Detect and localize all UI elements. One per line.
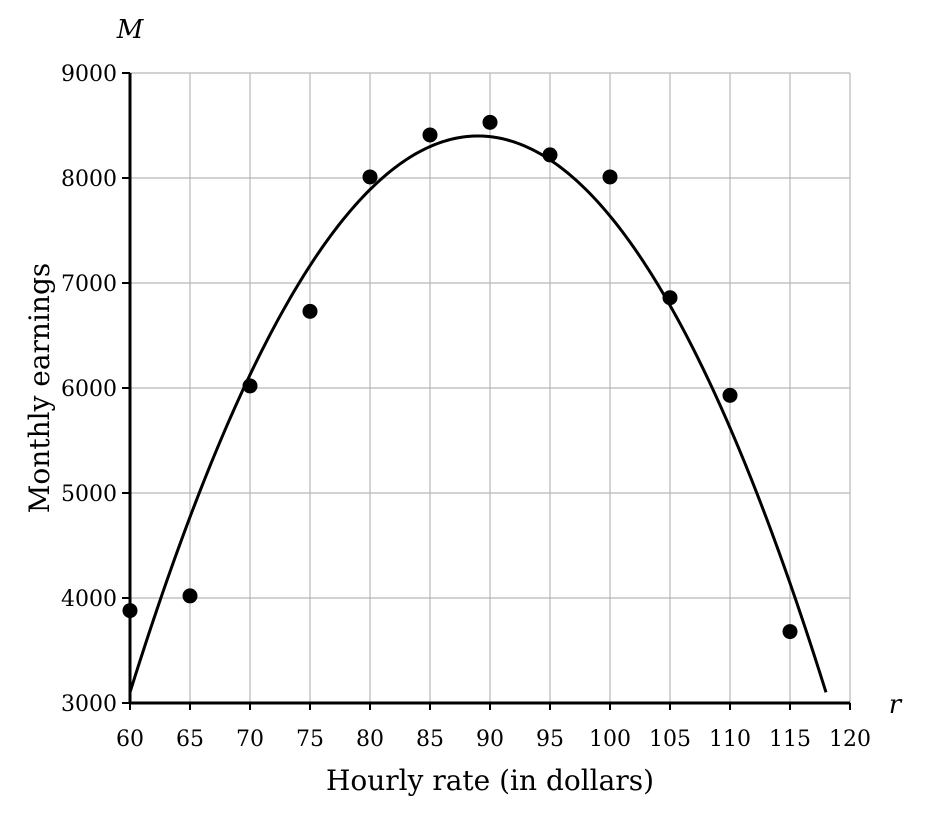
y-tick-label: 3000 bbox=[61, 692, 117, 717]
fit-curve-layer bbox=[128, 134, 828, 693]
x-tick-label: 90 bbox=[476, 727, 504, 752]
x-tick-label: 85 bbox=[416, 727, 444, 752]
fit-curve bbox=[128, 134, 828, 693]
y-axis-variable: M bbox=[116, 15, 145, 45]
y-tick-label: 4000 bbox=[61, 587, 117, 612]
x-tick-label: 95 bbox=[536, 727, 564, 752]
data-point bbox=[782, 624, 798, 640]
x-axis-variable: r bbox=[889, 690, 903, 720]
grid bbox=[130, 72, 851, 703]
x-tick-label: 60 bbox=[116, 727, 144, 752]
x-tick-label: 115 bbox=[769, 727, 811, 752]
y-tick-label: 6000 bbox=[61, 377, 117, 402]
data-point bbox=[362, 169, 378, 185]
x-tick-label: 70 bbox=[236, 727, 264, 752]
x-tick-label: 75 bbox=[296, 727, 324, 752]
data-point bbox=[662, 290, 678, 306]
data-point bbox=[542, 147, 558, 163]
data-point bbox=[242, 378, 258, 394]
data-point bbox=[302, 303, 318, 319]
ticks: 60 65 70 75 80 85 90 95 100 105 110 115 120 3000 4000 5… bbox=[61, 62, 871, 752]
y-tick-label: 5000 bbox=[61, 482, 117, 507]
data-point bbox=[722, 387, 738, 403]
x-tick-label: 65 bbox=[176, 727, 204, 752]
data-point bbox=[602, 169, 618, 185]
x-tick-label: 100 bbox=[589, 727, 631, 752]
x-tick-label: 105 bbox=[649, 727, 691, 752]
data-point bbox=[422, 127, 438, 143]
x-tick-label: 80 bbox=[356, 727, 384, 752]
data-point bbox=[482, 114, 498, 130]
y-tick-label: 7000 bbox=[61, 272, 117, 297]
y-axis-title: Monthly earnings bbox=[23, 263, 56, 513]
y-tick-label: 9000 bbox=[61, 62, 117, 87]
x-tick-label: 110 bbox=[709, 727, 751, 752]
y-tick-label: 8000 bbox=[61, 167, 117, 192]
data-points bbox=[122, 114, 798, 640]
x-axis-title: Hourly rate (in dollars) bbox=[326, 764, 654, 797]
data-point bbox=[182, 588, 198, 604]
x-tick-label: 120 bbox=[829, 727, 871, 752]
data-point bbox=[122, 603, 138, 619]
